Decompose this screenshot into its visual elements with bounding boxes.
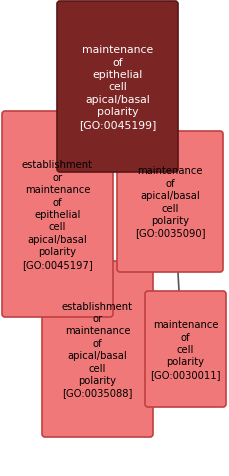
FancyBboxPatch shape (2, 112, 113, 317)
FancyBboxPatch shape (117, 132, 223, 272)
Text: establishment
or
maintenance
of
epithelial
cell
apical/basal
polarity
[GO:004519: establishment or maintenance of epitheli… (22, 160, 93, 269)
Text: maintenance
of
cell
polarity
[GO:0030011]: maintenance of cell polarity [GO:0030011… (150, 319, 221, 379)
Text: maintenance
of
epithelial
cell
apical/basal
polarity
[GO:0045199]: maintenance of epithelial cell apical/ba… (79, 45, 156, 129)
FancyBboxPatch shape (42, 261, 153, 437)
Text: establishment
or
maintenance
of
apical/basal
cell
polarity
[GO:0035088]: establishment or maintenance of apical/b… (62, 301, 133, 397)
FancyBboxPatch shape (57, 2, 178, 173)
FancyBboxPatch shape (145, 291, 226, 407)
Text: maintenance
of
apical/basal
cell
polarity
[GO:0035090]: maintenance of apical/basal cell polarit… (135, 166, 205, 238)
